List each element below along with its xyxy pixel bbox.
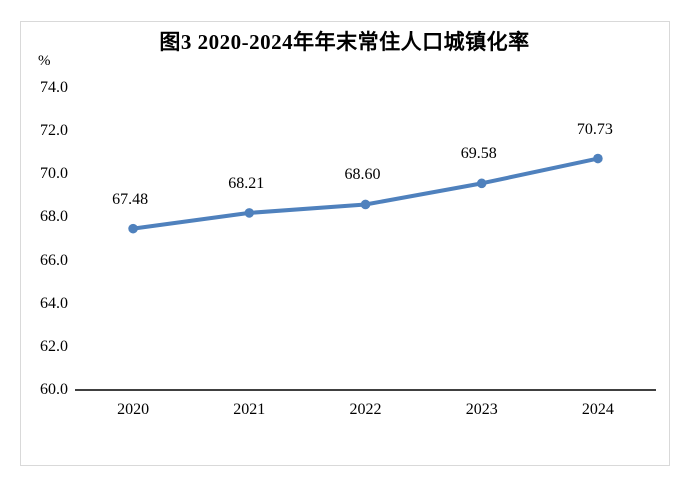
x-tick-label: 2021	[233, 401, 266, 418]
chart-title: 图3 2020-2024年年末常住人口城镇化率	[159, 30, 530, 54]
chart-frame-border	[20, 21, 670, 466]
y-tick-label: 72.0	[40, 122, 68, 140]
y-axis-unit-label: %	[38, 53, 51, 69]
data-point-marker	[593, 153, 603, 164]
x-tick-label: 2020	[117, 401, 150, 418]
x-tick-label: 2024	[581, 401, 614, 418]
y-tick-label: 60.0	[40, 381, 68, 398]
y-tick-label: 62.0	[40, 337, 68, 355]
y-tick-label: 66.0	[40, 251, 68, 269]
x-tick-label: 2023	[465, 401, 498, 418]
data-point-label: 68.21	[228, 174, 265, 192]
x-tick-label: 2022	[349, 401, 382, 418]
y-tick-label: 68.0	[40, 208, 68, 226]
data-point-label: 69.58	[460, 145, 497, 163]
data-point-marker	[360, 199, 371, 210]
data-point-label: 67.48	[112, 190, 149, 208]
data-point-marker	[244, 208, 255, 218]
data-point-label: 68.60	[344, 166, 381, 184]
data-point-label: 70.73	[576, 120, 613, 138]
y-tick-label: 70.0	[40, 165, 68, 183]
y-tick-label: 64.0	[40, 294, 68, 312]
data-point-marker	[128, 223, 138, 234]
data-point-marker	[476, 178, 487, 189]
y-tick-label: 74.0	[40, 79, 68, 96]
